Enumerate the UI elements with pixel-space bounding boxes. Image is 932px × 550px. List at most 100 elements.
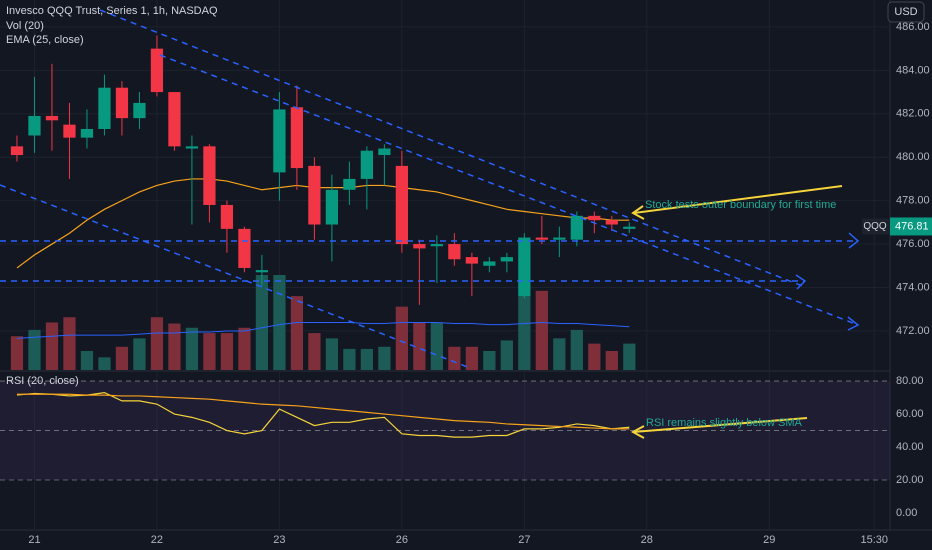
candle-body — [220, 204, 234, 229]
candle-body — [395, 165, 408, 245]
symbol-title: Invesco QQQ Trust, Series 1, 1h, NASDAQ — [6, 5, 218, 17]
candle-body — [255, 270, 269, 273]
candle-body — [483, 261, 496, 266]
currency-label[interactable]: USD — [894, 6, 917, 18]
trendline — [0, 184, 471, 369]
volume-bar — [518, 296, 531, 370]
candle-body — [413, 244, 426, 249]
volume-bar — [168, 323, 181, 370]
volume-bar — [325, 338, 339, 370]
annotation: RSI remains slightly below SMA — [646, 417, 803, 429]
candle-body — [553, 237, 566, 240]
rsi-line — [16, 393, 630, 430]
rsi-line — [16, 391, 630, 438]
volume-bar — [290, 296, 304, 370]
candle-body — [45, 115, 59, 121]
candle-body — [570, 215, 583, 240]
volume-bar — [448, 346, 461, 370]
candle-body — [115, 87, 129, 119]
candle-body — [343, 178, 356, 190]
candle-body — [360, 150, 374, 179]
candle-body — [605, 220, 618, 225]
candle-body — [203, 146, 216, 205]
currency-button[interactable] — [887, 1, 925, 23]
volume-ma-line — [16, 321, 630, 339]
y-tick-label: 486.00 — [896, 21, 930, 33]
volume-bar — [45, 322, 59, 370]
volume-bar — [80, 351, 94, 370]
candle-body — [588, 215, 601, 221]
volume-bar — [395, 306, 408, 370]
annotation-arrows — [630, 185, 843, 439]
volume-bar — [378, 346, 391, 370]
volume-bar — [360, 348, 374, 370]
y-tick-label: 484.00 — [896, 64, 930, 76]
volume-bar — [220, 333, 234, 370]
volume-bar — [308, 333, 321, 370]
x-tick-label: 15:30 — [860, 534, 888, 546]
y-tick-label: 472.00 — [896, 325, 930, 337]
y-tick-label: 40.00 — [896, 441, 924, 453]
candle-body — [378, 148, 391, 156]
candle-body — [185, 146, 199, 149]
price-value: 476.81 — [895, 220, 929, 232]
ema-line — [16, 178, 630, 269]
volume-bar — [273, 275, 286, 370]
candle-body — [10, 146, 24, 156]
pane-title: RSI (20, close) — [6, 375, 79, 387]
y-tick-label: 60.00 — [896, 408, 924, 420]
volume-bar — [535, 290, 548, 370]
candle-body — [430, 244, 443, 247]
candle-body — [500, 257, 513, 262]
y-tick-label: 480.00 — [896, 151, 930, 163]
trendline — [159, 54, 859, 326]
volume-bar — [343, 348, 356, 370]
price-symbol: QQQ — [863, 221, 887, 232]
volume-bar — [150, 317, 164, 370]
volume-bar — [203, 333, 216, 370]
price-symbol-box — [862, 218, 889, 235]
x-tick-label: 26 — [396, 534, 408, 546]
volume-bar — [255, 275, 269, 370]
volume-bar — [570, 329, 583, 370]
candle-body — [238, 228, 251, 268]
candle-body — [308, 165, 321, 225]
candle-body — [80, 128, 94, 138]
candle-body — [28, 115, 41, 136]
candle-body — [150, 48, 164, 93]
arrowhead — [630, 425, 645, 439]
candle-body — [273, 109, 286, 173]
volume-bar — [238, 327, 251, 370]
trendlines — [0, 9, 859, 369]
legend-entry: EMA (25, close) — [6, 34, 84, 46]
candle-body — [518, 237, 531, 297]
arrowhead — [631, 205, 645, 220]
x-tick-label: 27 — [518, 534, 530, 546]
arrowhead — [848, 232, 860, 249]
candle-body — [63, 124, 76, 138]
volume-bar — [483, 351, 496, 370]
x-tick-label: 28 — [641, 534, 653, 546]
candle-body — [168, 92, 181, 147]
y-tick-label: 482.00 — [896, 108, 930, 120]
volume-bar — [623, 343, 636, 370]
arrowhead — [847, 316, 860, 331]
annotation: Stock tests outer boundary for first tim… — [645, 199, 836, 211]
volume-bar — [500, 340, 513, 370]
volume-bar — [430, 322, 443, 370]
y-tick-label: 474.00 — [896, 281, 930, 293]
volume-bar — [465, 346, 478, 370]
volume-bar — [133, 338, 146, 370]
volume-bar — [588, 343, 601, 370]
candle-body — [465, 257, 478, 264]
y-tick-label: 20.00 — [896, 474, 924, 486]
volume-bar — [63, 317, 76, 370]
x-tick-label: 21 — [28, 534, 40, 546]
volume-bar — [413, 322, 426, 370]
arrow — [633, 185, 843, 214]
candle-body — [623, 226, 636, 229]
x-tick-label: 23 — [273, 534, 285, 546]
y-tick-label: 80.00 — [896, 375, 924, 387]
